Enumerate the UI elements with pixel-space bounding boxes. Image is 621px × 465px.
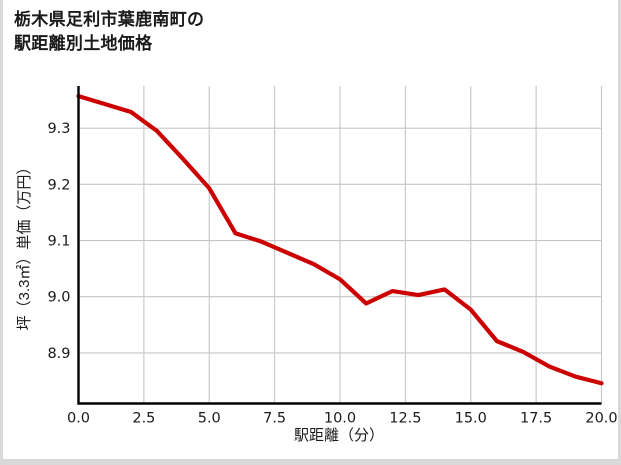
x-tick-label: 2.5 (132, 411, 155, 427)
x-tick-label: 0.0 (67, 411, 90, 427)
x-tick-label: 10.0 (324, 411, 356, 427)
data-line-坪単価 (76, 94, 604, 386)
x-tick-label: 20.0 (585, 411, 617, 427)
y-tick-label: 9.3 (47, 121, 70, 137)
x-tick-label: 7.5 (263, 411, 286, 427)
y-tick-label: 9.2 (47, 177, 70, 193)
x-tick-label: 17.5 (520, 411, 552, 427)
y-tick-label: 9.1 (47, 234, 70, 250)
chart-card: 栃木県足利市葉鹿南町の 駅距離別土地価格 0.0 2.5 5.0 7.5 10.0 12.… (3, 0, 618, 459)
y-tick-labels-group: 8.9 9.0 9.1 9.2 9.3 (47, 121, 70, 362)
gridlines-group (78, 86, 603, 404)
x-tick-labels-group: 0.0 2.5 5.0 7.5 10.0 12.5 15.0 17.5 20.0 (67, 411, 618, 427)
chart-plot-area: 0.0 2.5 5.0 7.5 10.0 12.5 15.0 17.5 20.0 8.9 9.0 9… (3, 0, 621, 465)
y-tick-label: 9.0 (47, 290, 70, 306)
x-tick-label: 5.0 (198, 411, 221, 427)
y-tick-label: 8.9 (47, 346, 70, 362)
data-series-group (76, 94, 604, 386)
chart-svg: 0.0 2.5 5.0 7.5 10.0 12.5 15.0 17.5 20.0 8.9 9.0 9… (16, 86, 618, 444)
x-tick-label: 15.0 (455, 411, 487, 427)
axis-lines (77, 86, 602, 405)
x-axis-title: 駅距離（分） (294, 426, 384, 444)
y-axis-title: 坪（3.3㎡）単価（万円） (16, 160, 33, 331)
chart-title: 栃木県足利市葉鹿南町の 駅距離別土地価格 (14, 10, 205, 54)
x-tick-label: 12.5 (389, 411, 421, 427)
